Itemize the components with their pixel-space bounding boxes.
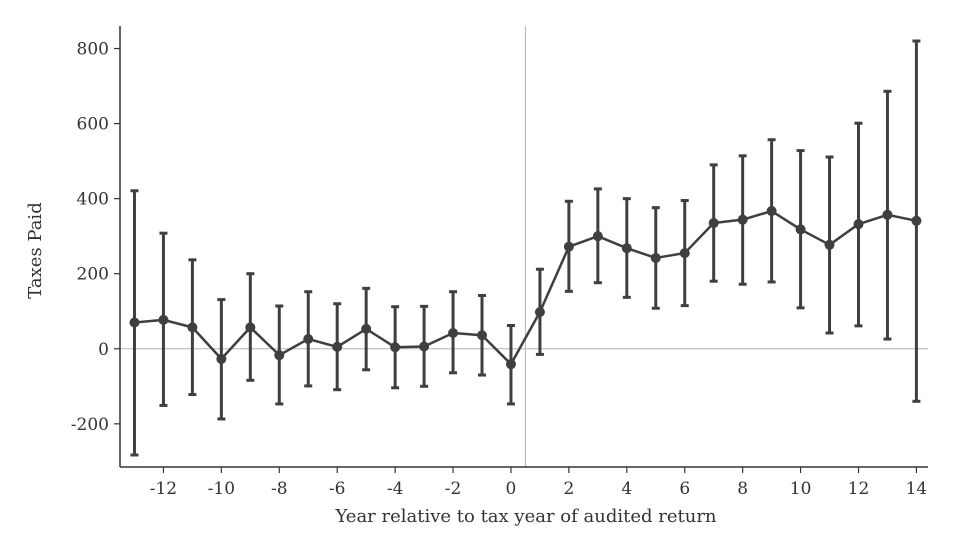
data-point <box>737 214 748 225</box>
data-point <box>303 334 314 345</box>
data-point <box>766 206 777 217</box>
y-tick-label: 800 <box>77 40 109 60</box>
axes <box>119 26 928 468</box>
data-point <box>563 241 574 252</box>
x-tick-label: -8 <box>271 479 288 499</box>
x-tick-label: 0 <box>506 479 517 499</box>
series-line <box>134 209 917 366</box>
y-axis-title: Taxes Paid <box>25 202 46 298</box>
x-tick-label: -10 <box>208 479 235 499</box>
data-point <box>592 231 603 242</box>
data-point <box>505 359 516 370</box>
x-tick-label: -6 <box>329 479 346 499</box>
data-point <box>187 322 198 333</box>
ticks: -12 -10 -8 -6 -4 -2 0 2 4 6 8 10 12 14 -200 0 200 400 600 8… <box>71 40 927 499</box>
x-tick-label: 14 <box>906 479 928 499</box>
series-line-layer <box>134 209 917 366</box>
y-tick-label: 0 <box>98 340 109 360</box>
data-point <box>419 341 430 352</box>
y-tick-label: 600 <box>77 115 109 135</box>
y-tick-label: -200 <box>71 415 109 435</box>
data-point <box>129 317 140 328</box>
y-tick-label: 200 <box>77 265 109 285</box>
x-axis-title: Year relative to tax year of audited ret… <box>334 506 716 527</box>
data-point <box>911 215 922 226</box>
x-tick-label: 10 <box>790 479 812 499</box>
data-point <box>882 209 893 220</box>
data-point <box>158 314 169 325</box>
data-point <box>824 239 835 250</box>
x-tick-label: 12 <box>848 479 870 499</box>
data-point <box>332 341 343 352</box>
data-point <box>477 330 488 341</box>
data-point <box>534 306 545 317</box>
data-point <box>390 342 401 353</box>
data-point <box>621 243 632 254</box>
reference-lines <box>120 26 928 467</box>
data-point <box>245 322 256 333</box>
x-tick-label: 4 <box>621 479 632 499</box>
point-layer <box>129 206 922 370</box>
x-tick-label: 8 <box>737 479 748 499</box>
data-point <box>853 219 864 230</box>
x-tick-label: 2 <box>563 479 574 499</box>
data-point <box>361 323 372 334</box>
data-point <box>708 218 719 229</box>
data-point <box>679 248 690 259</box>
data-point <box>448 328 459 339</box>
y-tick-label: 400 <box>77 190 109 210</box>
x-tick-label: -4 <box>387 479 404 499</box>
x-tick-label: 6 <box>679 479 690 499</box>
x-tick-label: -12 <box>150 479 177 499</box>
data-point <box>650 252 661 263</box>
data-point <box>795 224 806 235</box>
x-tick-label: -2 <box>445 479 462 499</box>
data-point <box>216 353 227 364</box>
data-point <box>274 350 285 361</box>
